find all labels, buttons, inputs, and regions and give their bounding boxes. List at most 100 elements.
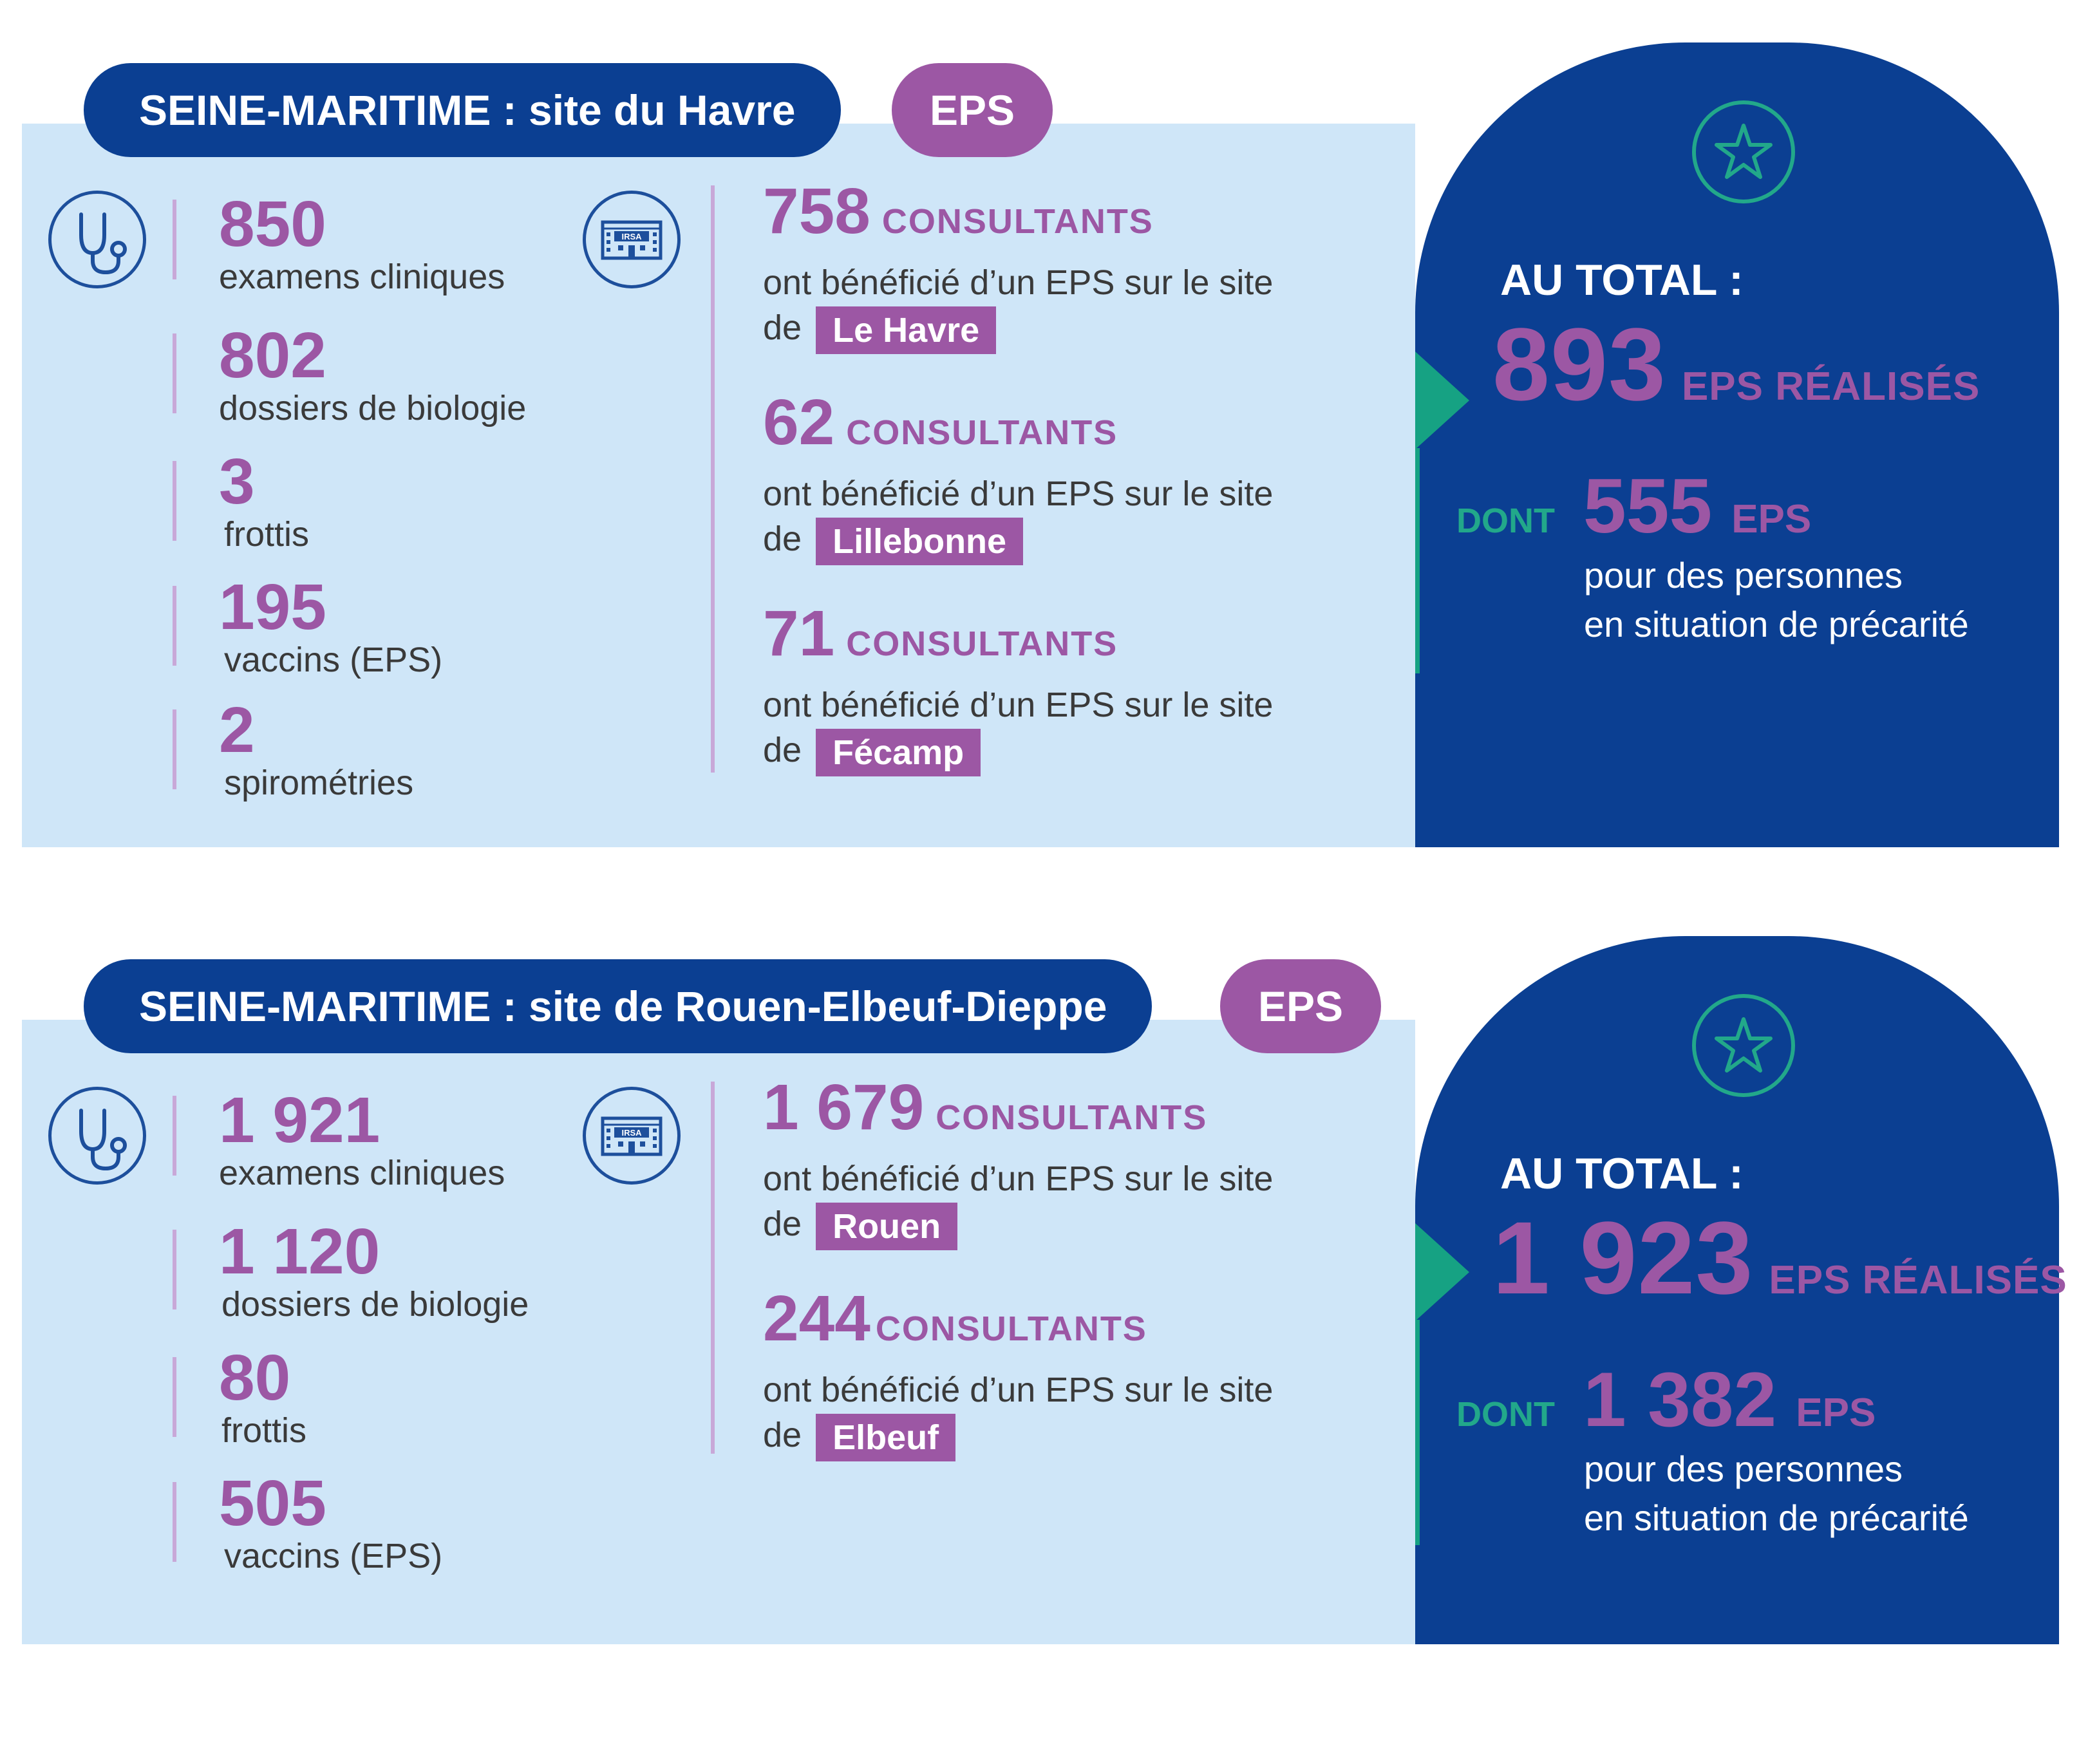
stethoscope-icon — [48, 191, 146, 288]
site-tag: Lillebonne — [816, 517, 1024, 565]
star-icon — [1692, 994, 1795, 1097]
stat-item: 3 frottis — [219, 449, 309, 554]
building-icon: IRSA — [583, 1087, 681, 1185]
stat-label: frottis — [221, 1411, 307, 1450]
stethoscope-icon — [48, 1087, 146, 1185]
teal-line — [1415, 448, 1420, 673]
star-icon — [1692, 100, 1795, 203]
dont-label: DONT — [1456, 502, 1555, 540]
stat-label: vaccins (EPS) — [224, 1537, 443, 1575]
stats-divider — [173, 586, 176, 666]
dont-unit: EPS — [1796, 1391, 1876, 1435]
total-card: AU TOTAL : 1 923 EPS RÉALISÉS DONT 1 382 EP… — [1415, 936, 2067, 1644]
total-heading: AU TOTAL : — [1500, 256, 1744, 305]
consultant-unit: CONSULTANTS — [936, 1098, 1208, 1137]
stat-item: 195 vaccins (EPS) — [219, 575, 442, 679]
teal-arrow — [1415, 1223, 1469, 1321]
teal-line — [1415, 1320, 1420, 1545]
stat-item: 1 921 examens cliniques — [219, 1088, 505, 1192]
consultant-item: 1 679 CONSULTANTS ont bénéficié d’un EPS … — [763, 1075, 1273, 1250]
consultant-unit: CONSULTANTS — [881, 202, 1154, 241]
dont-value: 1 382 — [1583, 1356, 1777, 1443]
stat-label: dossiers de biologie — [221, 1285, 529, 1324]
site-tag: Le Havre — [816, 306, 997, 354]
stat-item: 80 frottis — [219, 1346, 306, 1450]
panel-background — [22, 1020, 1415, 1644]
panel-title: SEINE-MARITIME : site de Rouen-Elbeuf-Di… — [84, 959, 1152, 1053]
consultant-value: 1 679 — [763, 1071, 925, 1143]
total-desc-line1: pour des personnes — [1584, 555, 1903, 596]
panel-rouen: SEINE-MARITIME : site de Rouen-Elbeuf-Di… — [0, 936, 2079, 1764]
stat-item: 1 120 dossiers de biologie — [219, 1219, 529, 1324]
stat-label: dossiers de biologie — [219, 389, 527, 427]
stat-value: 802 — [219, 319, 326, 391]
building-label: IRSA — [621, 1128, 642, 1138]
eps-badge: EPS — [892, 63, 1053, 157]
stat-label: frottis — [224, 515, 310, 554]
total-desc-line2: en situation de précarité — [1584, 1497, 1969, 1538]
stats-divider — [173, 461, 176, 541]
site-tag: Elbeuf — [816, 1413, 956, 1461]
stat-value: 1 921 — [219, 1084, 381, 1156]
panel-havre: SEINE-MARITIME : site du Havre EPS 850 e… — [0, 42, 2079, 868]
total-desc-line2: en situation de précarité — [1584, 604, 1969, 644]
site-tag: Rouen — [816, 1202, 958, 1250]
stat-label: spirométries — [224, 764, 414, 802]
consultant-text: ont bénéficié d’un EPS sur le site — [763, 474, 1274, 513]
dont-value: 555 — [1583, 463, 1713, 549]
total-unit: EPS RÉALISÉS — [1769, 1258, 2067, 1302]
consultant-prefix: de — [763, 1205, 802, 1243]
stats-divider — [173, 1096, 176, 1176]
stats-divider — [173, 333, 176, 413]
stat-value: 80 — [219, 1342, 291, 1414]
building-icon: IRSA — [583, 191, 681, 288]
stats-divider — [173, 200, 176, 279]
total-value: 1 923 — [1492, 1200, 1754, 1315]
stat-value: 850 — [219, 188, 326, 260]
consultant-item: 62 CONSULTANTS ont bénéficié d’un EPS sur… — [763, 390, 1273, 565]
stat-label: examens cliniques — [219, 258, 505, 296]
stat-value: 3 — [219, 446, 255, 518]
stat-value: 1 120 — [219, 1215, 381, 1288]
panel-background — [22, 124, 1415, 847]
dont-label: DONT — [1456, 1395, 1555, 1434]
consultant-value: 71 — [763, 597, 835, 670]
stat-item: 850 examens cliniques — [219, 192, 505, 296]
consultant-text: ont bénéficié d’un EPS sur le site — [763, 1159, 1274, 1198]
total-card: AU TOTAL : 893 EPS RÉALISÉS DONT 555 EPS po… — [1415, 42, 2059, 847]
consultant-item: 71 CONSULTANTS ont bénéficié d’un EPS sur… — [763, 601, 1273, 776]
stat-value: 505 — [219, 1467, 326, 1539]
total-desc-line1: pour des personnes — [1584, 1449, 1903, 1489]
stats-divider — [173, 1230, 176, 1309]
total-heading: AU TOTAL : — [1500, 1149, 1744, 1198]
consultant-text: ont bénéficié d’un EPS sur le site — [763, 263, 1274, 302]
consultant-unit: CONSULTANTS — [846, 413, 1118, 452]
stat-value: 2 — [219, 694, 255, 766]
stats-divider — [173, 1357, 176, 1437]
consultant-value: 758 — [763, 175, 870, 247]
consultant-prefix: de — [763, 308, 802, 347]
stat-label: examens cliniques — [219, 1154, 505, 1192]
consultant-prefix: de — [763, 1416, 802, 1454]
stat-item: 505 vaccins (EPS) — [219, 1471, 442, 1575]
consultant-prefix: de — [763, 520, 802, 558]
stat-item: 2 spirométries — [219, 698, 413, 802]
panel-title: SEINE-MARITIME : site du Havre — [84, 63, 841, 157]
stats-divider — [173, 1482, 176, 1562]
eps-badge: EPS — [1220, 959, 1381, 1053]
teal-arrow — [1415, 352, 1469, 449]
consult-divider — [711, 1082, 715, 1454]
total-unit: EPS RÉALISÉS — [1681, 364, 1980, 409]
consultant-unit: CONSULTANTS — [846, 624, 1118, 663]
consultant-text: ont bénéficié d’un EPS sur le site — [763, 686, 1274, 724]
total-value: 893 — [1492, 306, 1666, 422]
stat-label: vaccins (EPS) — [224, 641, 443, 679]
stat-item: 802 dossiers de biologie — [219, 323, 526, 427]
consultant-prefix: de — [763, 731, 802, 769]
stat-value: 195 — [219, 571, 326, 643]
consultant-unit: CONSULTANTS — [875, 1309, 1147, 1348]
stats-divider — [173, 709, 176, 789]
consultant-value: 62 — [763, 386, 835, 458]
dont-unit: EPS — [1731, 497, 1812, 541]
consult-divider — [711, 185, 715, 773]
